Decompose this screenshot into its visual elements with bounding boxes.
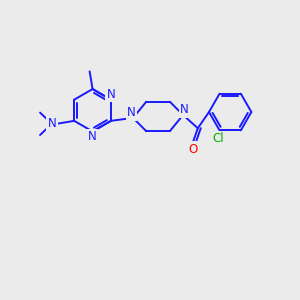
Text: O: O (188, 143, 197, 156)
Text: N: N (106, 88, 115, 101)
Text: N: N (127, 106, 136, 119)
Text: N: N (180, 103, 189, 116)
Text: Cl: Cl (212, 132, 224, 145)
Text: N: N (47, 117, 56, 130)
Text: N: N (88, 130, 97, 143)
